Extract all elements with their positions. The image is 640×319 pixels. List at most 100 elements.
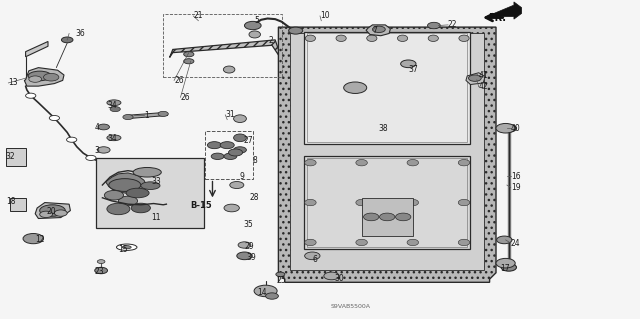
Text: 39: 39	[246, 253, 256, 262]
Text: 19: 19	[511, 183, 520, 192]
Ellipse shape	[501, 124, 516, 132]
Text: S9VAB5500A: S9VAB5500A	[331, 304, 371, 309]
Text: 18: 18	[6, 197, 16, 206]
Text: 9: 9	[240, 172, 245, 181]
Ellipse shape	[110, 107, 120, 112]
Polygon shape	[170, 40, 278, 57]
Ellipse shape	[54, 210, 67, 216]
Text: 29: 29	[244, 242, 254, 251]
Ellipse shape	[86, 155, 96, 160]
Ellipse shape	[228, 149, 243, 156]
Text: FR.: FR.	[488, 12, 506, 23]
Polygon shape	[125, 112, 168, 119]
Polygon shape	[366, 25, 390, 36]
Polygon shape	[486, 2, 522, 19]
Text: 42: 42	[479, 82, 488, 91]
Bar	[96, 158, 204, 228]
Ellipse shape	[118, 196, 138, 206]
Ellipse shape	[234, 147, 246, 153]
Ellipse shape	[428, 22, 440, 29]
Text: 6: 6	[312, 255, 317, 263]
Text: 13: 13	[8, 78, 18, 87]
Ellipse shape	[254, 285, 277, 297]
Text: 27: 27	[243, 137, 253, 145]
Text: 24: 24	[511, 239, 520, 248]
Ellipse shape	[468, 75, 481, 81]
Text: B-15: B-15	[191, 201, 212, 210]
Ellipse shape	[211, 153, 224, 160]
Ellipse shape	[224, 204, 239, 212]
Text: 31: 31	[225, 110, 235, 119]
Ellipse shape	[401, 60, 416, 68]
Ellipse shape	[40, 205, 65, 216]
Ellipse shape	[237, 252, 252, 260]
Ellipse shape	[407, 239, 419, 246]
Text: 15: 15	[118, 245, 128, 254]
Ellipse shape	[497, 236, 512, 244]
Text: 21: 21	[193, 11, 203, 20]
Ellipse shape	[109, 179, 141, 191]
Bar	[6, 148, 26, 166]
Text: 33: 33	[152, 177, 161, 186]
Text: 5: 5	[255, 16, 260, 25]
Text: 2: 2	[269, 36, 273, 45]
Ellipse shape	[396, 213, 411, 221]
Ellipse shape	[305, 35, 316, 41]
Text: 30: 30	[334, 274, 344, 283]
Ellipse shape	[344, 82, 367, 93]
Ellipse shape	[107, 135, 121, 141]
Ellipse shape	[44, 73, 59, 81]
Ellipse shape	[49, 115, 60, 121]
Ellipse shape	[123, 115, 133, 120]
Bar	[10, 198, 26, 211]
Ellipse shape	[184, 59, 194, 64]
Ellipse shape	[496, 258, 515, 268]
Bar	[163, 14, 282, 77]
Text: 23: 23	[95, 267, 104, 276]
Ellipse shape	[97, 147, 110, 153]
Text: 14: 14	[257, 288, 267, 297]
Ellipse shape	[501, 263, 516, 271]
Ellipse shape	[356, 239, 367, 246]
Text: 40: 40	[511, 124, 520, 133]
Polygon shape	[35, 203, 70, 219]
Ellipse shape	[223, 66, 235, 73]
Ellipse shape	[458, 160, 470, 166]
Ellipse shape	[158, 111, 168, 116]
Ellipse shape	[364, 213, 379, 221]
Ellipse shape	[184, 52, 194, 57]
Polygon shape	[466, 73, 485, 85]
Ellipse shape	[107, 203, 130, 215]
Ellipse shape	[107, 100, 121, 106]
Text: 8: 8	[253, 156, 257, 165]
Ellipse shape	[26, 93, 36, 98]
Ellipse shape	[67, 137, 77, 142]
Bar	[307, 33, 467, 142]
Text: 34: 34	[108, 101, 117, 110]
Ellipse shape	[207, 142, 221, 149]
Ellipse shape	[496, 123, 515, 133]
Text: 7: 7	[372, 26, 378, 35]
Ellipse shape	[95, 267, 108, 274]
Ellipse shape	[380, 213, 395, 221]
Ellipse shape	[367, 35, 377, 41]
Text: 26: 26	[180, 93, 190, 102]
Ellipse shape	[428, 35, 438, 41]
Ellipse shape	[104, 190, 124, 200]
Ellipse shape	[458, 199, 470, 206]
Ellipse shape	[407, 199, 419, 206]
Text: 20: 20	[46, 207, 56, 216]
Polygon shape	[278, 27, 496, 282]
Text: 37: 37	[408, 65, 418, 74]
Ellipse shape	[249, 31, 260, 38]
Ellipse shape	[289, 27, 303, 34]
Polygon shape	[106, 173, 147, 195]
Polygon shape	[26, 41, 48, 57]
Text: 10: 10	[320, 11, 330, 20]
Ellipse shape	[126, 188, 149, 198]
Ellipse shape	[276, 272, 285, 277]
Ellipse shape	[356, 160, 367, 166]
Ellipse shape	[98, 124, 109, 130]
Text: 3: 3	[95, 146, 100, 155]
Ellipse shape	[305, 239, 316, 246]
